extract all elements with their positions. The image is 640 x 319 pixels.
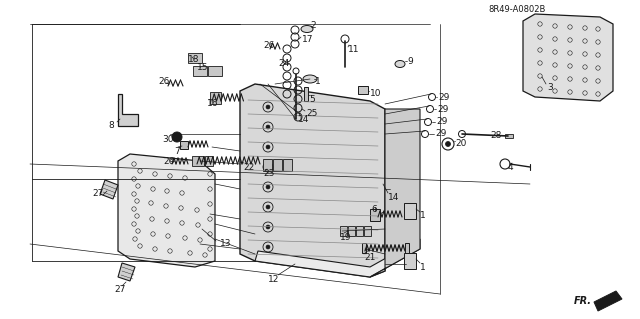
Text: 20: 20	[455, 139, 467, 149]
Bar	[405, 243, 409, 253]
Text: 1: 1	[315, 78, 321, 86]
Text: 2: 2	[310, 21, 316, 31]
Ellipse shape	[303, 75, 317, 83]
Text: 26: 26	[158, 77, 170, 85]
Text: 7: 7	[174, 146, 180, 155]
Text: 27: 27	[114, 285, 125, 293]
Ellipse shape	[395, 61, 405, 68]
Bar	[505, 134, 513, 138]
Polygon shape	[594, 291, 622, 311]
Circle shape	[172, 132, 182, 142]
Ellipse shape	[301, 26, 313, 33]
Text: 29: 29	[436, 117, 447, 127]
Bar	[283, 159, 292, 171]
Text: 13: 13	[220, 240, 232, 249]
Bar	[362, 243, 366, 253]
Bar	[340, 226, 347, 236]
Polygon shape	[370, 109, 420, 277]
Bar	[370, 209, 380, 221]
Circle shape	[266, 185, 270, 189]
Text: 9: 9	[407, 57, 413, 66]
Bar	[356, 226, 363, 236]
Text: 18: 18	[188, 55, 200, 63]
Bar	[358, 86, 368, 94]
Text: 30: 30	[162, 135, 173, 144]
Text: 6: 6	[371, 204, 377, 213]
Bar	[263, 159, 272, 171]
Text: 15: 15	[197, 63, 209, 71]
Text: 1: 1	[420, 211, 426, 220]
Text: 10: 10	[370, 90, 381, 99]
Text: 23: 23	[263, 169, 275, 179]
Text: 26: 26	[263, 41, 275, 49]
Text: 24: 24	[278, 60, 289, 69]
Text: 1: 1	[420, 263, 426, 271]
Text: 19: 19	[340, 233, 351, 241]
Polygon shape	[240, 84, 385, 277]
Bar	[348, 226, 355, 236]
Text: 26: 26	[163, 158, 174, 167]
Text: 14: 14	[298, 115, 309, 123]
Text: 29: 29	[435, 130, 446, 138]
Circle shape	[266, 245, 270, 249]
Circle shape	[266, 205, 270, 209]
Text: 28: 28	[490, 131, 501, 140]
Polygon shape	[100, 180, 118, 199]
Text: 11: 11	[348, 44, 360, 54]
Text: 17: 17	[302, 34, 314, 43]
Bar	[273, 159, 282, 171]
Text: 8R49-A0802B: 8R49-A0802B	[488, 5, 545, 14]
Circle shape	[445, 142, 451, 146]
Bar	[210, 92, 221, 104]
Circle shape	[266, 105, 270, 109]
Text: 27: 27	[92, 189, 104, 197]
Text: 21: 21	[364, 253, 376, 262]
Text: 14: 14	[388, 192, 399, 202]
Bar	[304, 87, 308, 101]
Polygon shape	[523, 14, 613, 101]
Bar	[205, 156, 213, 166]
Text: FR.: FR.	[574, 296, 592, 306]
Text: 5: 5	[309, 94, 315, 103]
Text: 8: 8	[108, 122, 114, 130]
Bar	[192, 156, 204, 166]
Circle shape	[266, 145, 270, 149]
Circle shape	[266, 225, 270, 229]
Text: 29: 29	[438, 93, 449, 101]
Bar	[404, 203, 416, 219]
Circle shape	[266, 125, 270, 129]
Polygon shape	[118, 263, 135, 281]
Polygon shape	[255, 239, 420, 277]
Circle shape	[266, 165, 270, 169]
Text: 4: 4	[508, 162, 514, 172]
Bar	[188, 53, 202, 63]
Text: 25: 25	[306, 109, 317, 118]
Bar	[364, 226, 371, 236]
Polygon shape	[118, 94, 138, 126]
Polygon shape	[118, 154, 215, 267]
Bar	[193, 66, 207, 76]
Text: 12: 12	[268, 275, 280, 284]
Text: 3: 3	[547, 84, 553, 93]
Bar	[180, 141, 188, 149]
Text: 16: 16	[207, 99, 218, 108]
Text: 29: 29	[437, 105, 449, 114]
Bar	[208, 66, 222, 76]
Text: 22: 22	[243, 162, 254, 172]
Bar	[404, 253, 416, 269]
